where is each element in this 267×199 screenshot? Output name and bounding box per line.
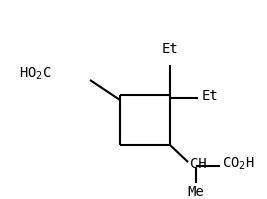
Text: HO$_2$C: HO$_2$C xyxy=(19,66,52,82)
Text: CO$_2$H: CO$_2$H xyxy=(222,156,255,172)
Text: CH: CH xyxy=(190,157,207,171)
Text: Et: Et xyxy=(162,42,178,56)
Text: Me: Me xyxy=(188,185,204,199)
Text: Et: Et xyxy=(202,89,219,103)
